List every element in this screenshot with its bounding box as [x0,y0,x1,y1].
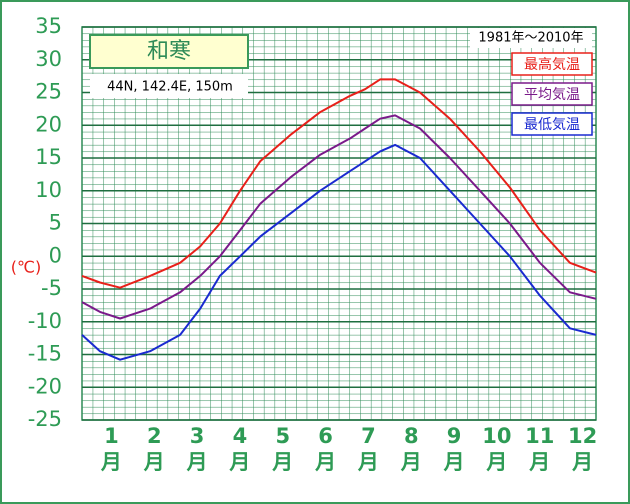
y-tick-label: -15 [28,342,62,366]
x-tick-label: 9 [447,424,462,448]
subtitle: 44N, 142.4E, 150m [107,80,233,95]
period: 1981年～2010年 [478,31,583,46]
x-tick-unit: 月 [143,450,165,474]
legend-label: 最高気温 [524,56,580,73]
x-tick-label: 10 [482,424,511,448]
x-tick-unit: 月 [443,450,465,474]
y-tick-label: -25 [28,407,62,431]
series-line [81,114,597,320]
x-tick-unit: 月 [485,450,507,474]
y-tick-label: 30 [35,47,62,71]
y-tick-label: 10 [35,178,62,202]
x-tick-unit: 月 [100,450,122,474]
series-line [81,78,597,289]
y-tick-label: 25 [35,80,62,104]
x-tick-unit: 月 [186,450,208,474]
x-tick-label: 4 [233,424,248,448]
period-box [470,28,592,48]
y-tick-label: 0 [49,243,62,267]
y-tick-label: 5 [49,211,62,235]
legend-box [511,52,593,76]
x-tick-label: 5 [275,424,290,448]
x-tick-label: 7 [361,424,376,448]
y-tick-label: -20 [28,374,62,398]
subtitle-box [90,74,248,98]
x-tick-unit: 月 [571,450,593,474]
x-tick-unit: 月 [528,450,550,474]
y-tick-label: -10 [28,309,62,333]
title-box [89,34,249,69]
x-tick-label: 8 [404,424,419,448]
chart-title: 和寒 [147,39,191,64]
x-tick-unit: 月 [400,450,422,474]
legend-box [511,82,593,106]
legend-label: 平均気温 [524,87,580,103]
x-tick-unit: 月 [314,450,336,474]
x-tick-unit: 月 [228,450,250,474]
legend-box [511,112,593,136]
x-tick-label: 11 [525,424,554,448]
series-line [81,143,597,361]
y-tick-label: -5 [41,276,62,300]
y-axis-label: (℃) [11,258,41,277]
y-tick-label: 35 [35,14,62,38]
x-tick-unit: 月 [357,450,379,474]
x-tick-label: 3 [190,424,205,448]
x-tick-label: 2 [147,424,162,448]
legend-label: 最低気温 [524,117,580,133]
x-tick-label: 1 [104,424,119,448]
y-tick-label: 15 [35,145,62,169]
x-tick-label: 6 [318,424,333,448]
x-tick-unit: 月 [271,450,293,474]
y-tick-label: 20 [35,112,62,136]
x-tick-label: 12 [568,424,597,448]
